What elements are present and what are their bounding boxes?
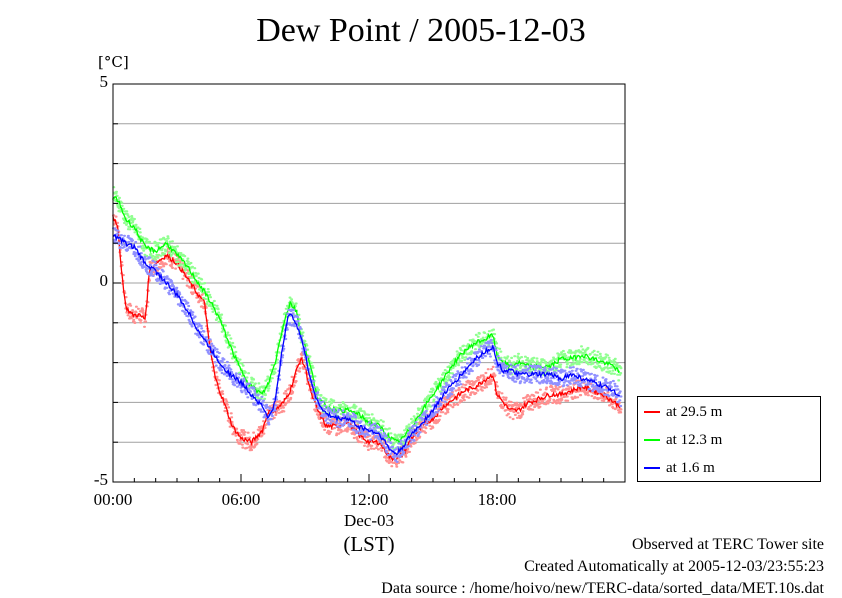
y-tick-label-neg5: -5 [93,470,108,489]
footer-site-line: Observed at TERC Tower site [631,536,824,553]
legend-label-1-6m: at 1.6 m [666,459,715,476]
y-axis-unit-label: [°C] [98,53,129,71]
y-tick-label-5: 5 [99,72,109,91]
axis-ticks [112,83,626,483]
y-tick-label-0: 0 [99,271,109,290]
series-line [112,233,620,456]
legend-swatch-29-5m [644,407,660,417]
chart-title: Dew Point / 2005-12-03 [256,12,586,49]
footer-source-line: Data source : /home/hoivo/new/TERC-data/… [381,580,824,597]
x-axis-date-label: Dec-03 [343,511,395,530]
legend-label-29-5m: at 29.5 m [666,403,723,420]
legend-item-12-3m: at 12.3 m [644,429,722,451]
x-tick-label-0000: 00:00 [93,490,133,509]
legend-label-12-3m: at 12.3 m [666,431,723,448]
x-axis-timezone-label: (LST) [343,532,395,556]
legend-swatch-12-3m [644,435,660,445]
x-tick-label-1200: 12:00 [349,490,389,509]
legend-swatch-1-6m [644,463,660,473]
legend: at 29.5 m at 12.3 m at 1.6 m [637,396,821,482]
series-scatter-points [111,186,623,450]
x-tick-label-0600: 06:00 [221,490,261,509]
series-at-12-3-m [111,186,623,450]
footer-created-line: Created Automatically at 2005-12-03/23:5… [524,558,824,575]
series-line [112,216,621,462]
series-group [111,186,623,468]
x-tick-label-1800: 18:00 [477,490,517,509]
legend-item-29-5m: at 29.5 m [644,401,722,423]
legend-item-1-6m: at 1.6 m [644,457,715,479]
